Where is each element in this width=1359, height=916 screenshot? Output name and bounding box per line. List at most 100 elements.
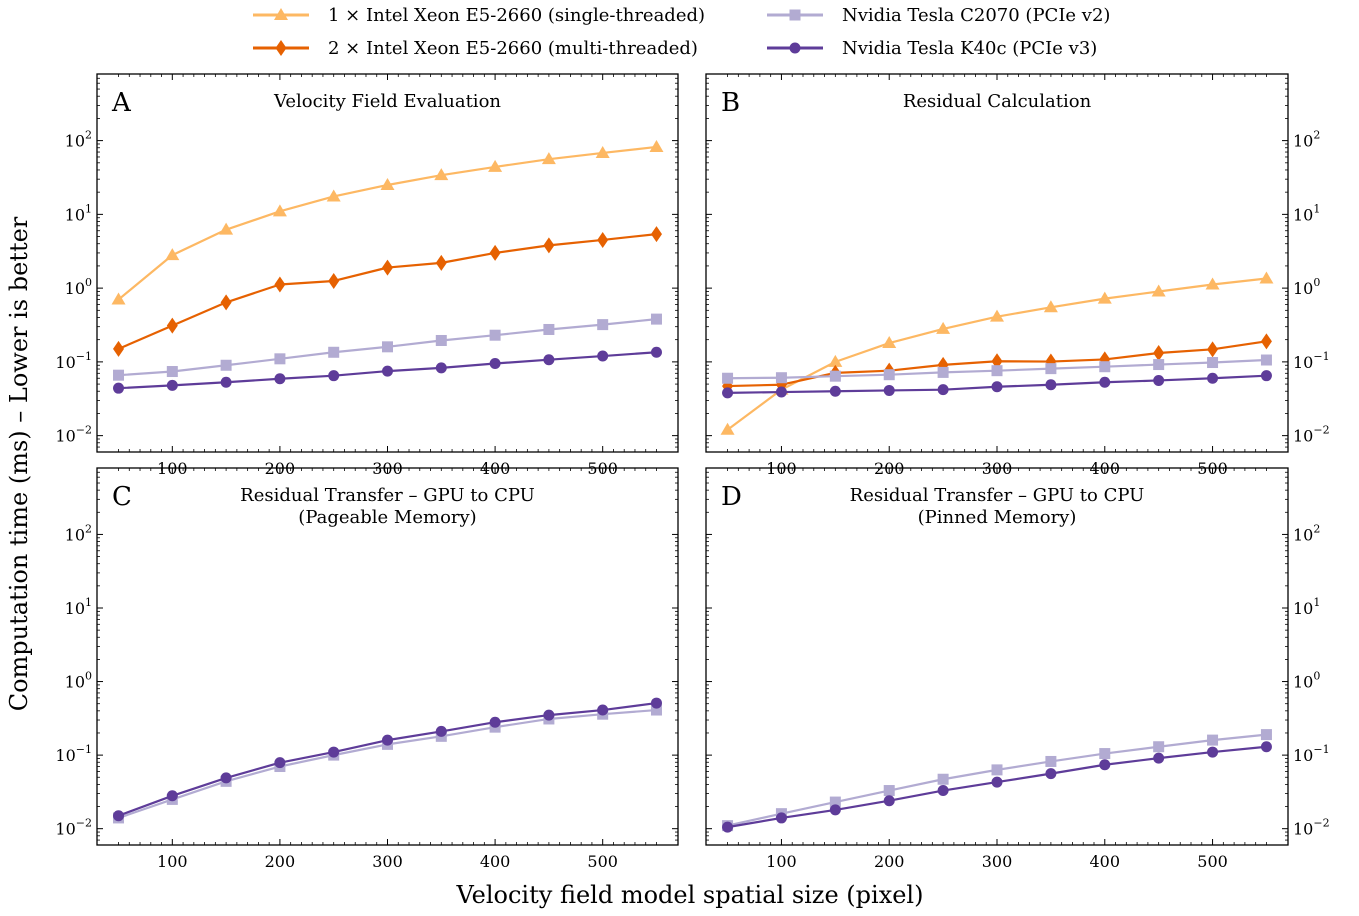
x-axis-title: Velocity field model spatial size (pixel… <box>456 881 924 909</box>
y-tick-label-exp: 1 <box>85 596 92 609</box>
data-point-cpu1 <box>990 309 1004 322</box>
y-tick-label: 10−1 <box>1293 743 1330 765</box>
x-tick-label: 300 <box>982 852 1013 871</box>
data-point-cpu2 <box>274 276 286 293</box>
data-point-c2070 <box>166 366 178 378</box>
legend-marker-cpu2 <box>275 40 287 56</box>
data-point-k40c <box>1153 374 1165 386</box>
data-point-c2070 <box>1260 729 1272 741</box>
y-tick-label: 10−1 <box>55 350 92 372</box>
data-point-k40c <box>328 746 340 758</box>
data-point-k40c <box>1260 370 1272 382</box>
legend-entry-cpu1: 1 × Intel Xeon E5-2660 (single-threaded) <box>253 5 705 26</box>
panel-letter: B <box>721 88 740 118</box>
series-line-cpu2 <box>118 233 657 350</box>
data-point-cpu2 <box>489 244 501 261</box>
data-point-c2070 <box>328 346 340 358</box>
data-point-c2070 <box>1153 359 1165 371</box>
y-tick-label-base: 10 <box>1293 205 1313 224</box>
data-point-c2070 <box>597 319 609 331</box>
data-point-cpu1 <box>1043 300 1058 313</box>
y-tick-label-exp: 0 <box>85 670 92 683</box>
data-point-c2070 <box>220 359 232 371</box>
y-tick-label-exp: 1 <box>1313 596 1320 609</box>
y-tick-label-exp: −1 <box>1313 743 1329 756</box>
y-tick-label: 100 <box>65 276 92 298</box>
legend-marker-cpu1 <box>274 8 288 20</box>
data-point-c2070 <box>1099 361 1111 373</box>
y-tick-label-base: 10 <box>55 353 75 372</box>
data-point-cpu2 <box>543 237 555 254</box>
y-tick-label-exp: −2 <box>76 817 92 830</box>
series-line-c2070 <box>118 708 657 819</box>
data-point-cpu1 <box>936 321 951 334</box>
data-point-c2070 <box>1260 354 1272 366</box>
data-point-k40c <box>937 785 949 797</box>
series-k40c <box>113 346 662 394</box>
y-tick-label: 101 <box>65 596 92 618</box>
data-point-k40c <box>597 704 609 716</box>
legend-marker-c2070 <box>789 9 801 21</box>
data-point-c2070 <box>1099 748 1111 760</box>
data-point-cpu1 <box>326 189 341 202</box>
data-point-c2070 <box>489 329 501 341</box>
y-tick-label-base: 10 <box>1293 525 1313 544</box>
x-tick-label: 200 <box>265 852 296 871</box>
y-tick-label: 102 <box>65 129 92 151</box>
y-tick-label-exp: −2 <box>1313 424 1329 437</box>
data-point-k40c <box>937 384 949 396</box>
data-point-k40c <box>650 697 662 709</box>
y-tick-label: 102 <box>65 522 92 544</box>
legend-marker-k40c <box>789 42 801 54</box>
data-point-cpu1 <box>111 292 126 305</box>
series-k40c <box>722 741 1272 833</box>
series-c2070 <box>113 313 662 381</box>
data-point-k40c <box>1207 372 1219 384</box>
y-tick-label-base: 10 <box>1293 132 1313 151</box>
data-point-k40c <box>650 346 662 358</box>
data-point-c2070 <box>775 372 787 384</box>
y-tick-label-base: 10 <box>55 746 75 765</box>
x-tick-label: 400 <box>480 852 511 871</box>
data-point-cpu1 <box>1151 284 1166 297</box>
y-tick-label-exp: −1 <box>76 350 92 363</box>
y-tick-label-base: 10 <box>1293 427 1313 446</box>
data-point-c2070 <box>829 796 841 808</box>
y-tick-label-base: 10 <box>1293 673 1313 692</box>
data-point-cpu2 <box>597 231 609 248</box>
y-tick-label-base: 10 <box>1293 746 1313 765</box>
y-tick-label-exp: 2 <box>1313 129 1320 142</box>
y-tick-label-exp: −2 <box>76 424 92 437</box>
data-point-cpu2 <box>650 226 662 243</box>
panel-title: (Pinned Memory) <box>918 507 1077 528</box>
data-point-k40c <box>991 381 1003 393</box>
data-point-k40c <box>489 716 501 728</box>
y-tick-label-base: 10 <box>1293 279 1313 298</box>
y-tick-label-base: 10 <box>65 279 85 298</box>
series-cpu2 <box>722 333 1272 395</box>
y-tick-label-base: 10 <box>1293 820 1313 839</box>
data-point-c2070 <box>543 323 555 335</box>
y-tick-label-exp: 2 <box>85 522 92 535</box>
y-tick-label: 102 <box>1293 522 1320 544</box>
y-tick-label-exp: 0 <box>1313 670 1320 683</box>
data-point-cpu1 <box>649 139 664 152</box>
data-point-c2070 <box>937 773 949 785</box>
panel-title: Velocity Field Evaluation <box>273 91 501 112</box>
y-tick-label-exp: 2 <box>1313 522 1320 535</box>
plot-frame <box>705 73 1289 453</box>
y-tick-label: 101 <box>1293 596 1320 618</box>
data-point-k40c <box>1153 752 1165 764</box>
y-tick-label: 100 <box>65 670 92 692</box>
data-point-k40c <box>722 821 734 833</box>
x-tick-label: 400 <box>1090 852 1121 871</box>
y-tick-label-exp: −1 <box>1313 350 1329 363</box>
data-point-c2070 <box>722 372 734 384</box>
y-tick-label: 10−1 <box>1293 350 1330 372</box>
y-tick-label: 100 <box>1293 670 1320 692</box>
x-tick-label: 500 <box>587 852 618 871</box>
data-point-k40c <box>489 358 501 370</box>
series-cpu1 <box>720 271 1274 435</box>
